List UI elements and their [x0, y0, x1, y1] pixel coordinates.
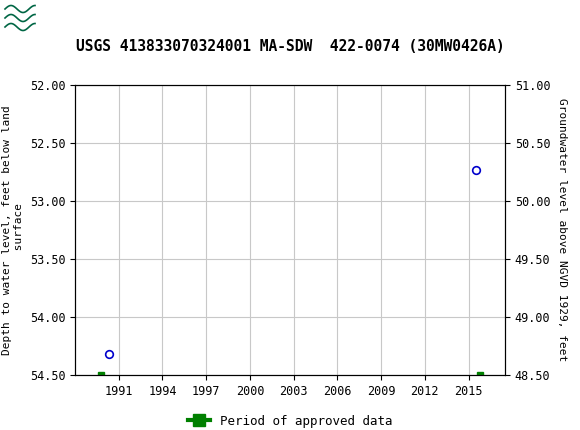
- Legend: Period of approved data: Period of approved data: [183, 409, 397, 430]
- Text: USGS: USGS: [40, 7, 108, 28]
- Y-axis label: Groundwater level above NGVD 1929, feet: Groundwater level above NGVD 1929, feet: [557, 98, 567, 362]
- Bar: [3, 2, 61, 33]
- Y-axis label: Depth to water level, feet below land
 surface: Depth to water level, feet below land su…: [2, 105, 24, 355]
- Text: USGS 413833070324001 MA-SDW  422-0074 (30MW0426A): USGS 413833070324001 MA-SDW 422-0074 (30…: [75, 39, 505, 54]
